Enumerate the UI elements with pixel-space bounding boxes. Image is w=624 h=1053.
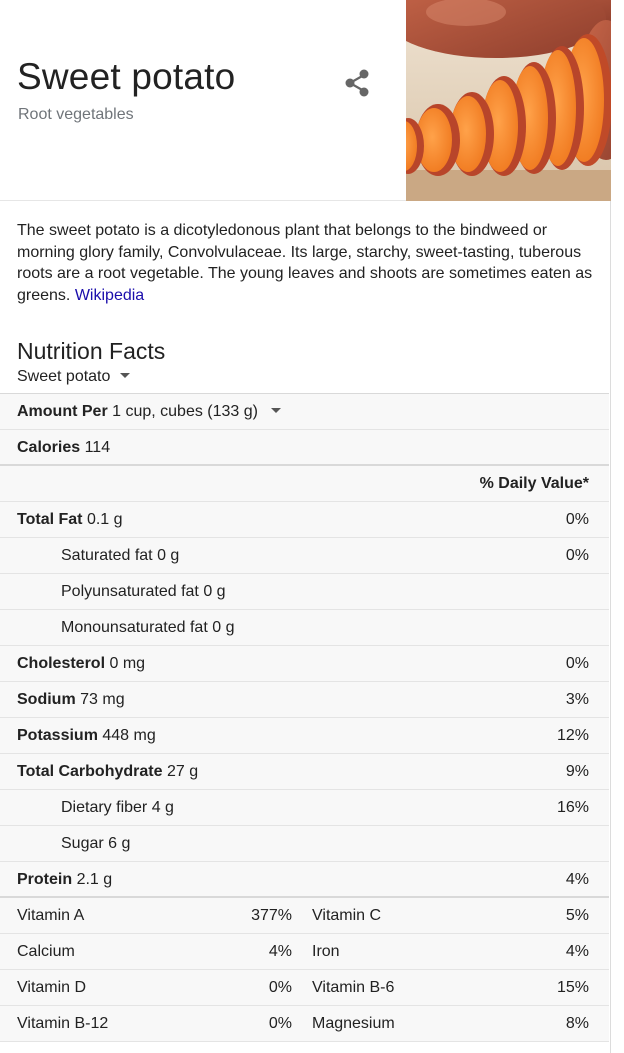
table-row: Monounsaturated fat 0 g: [0, 610, 609, 646]
vitamin-name: Vitamin D: [17, 979, 87, 996]
nutrition-facts-title: Nutrition Facts: [17, 338, 166, 364]
vitamin-name: Magnesium: [312, 1015, 395, 1032]
nutrient-label: Polyunsaturated fat: [61, 583, 199, 600]
nutrient-pct: 12%: [556, 727, 589, 744]
table-row: Cholesterol 0 mg 0%: [0, 646, 609, 682]
nutrition-table: Amount Per 1 cup, cubes (133 g) Calories…: [0, 393, 609, 1042]
share-icon: [345, 69, 369, 97]
share-button[interactable]: [340, 66, 376, 100]
food-select-value: Sweet potato: [17, 368, 111, 385]
nutrient-pct: 4%: [565, 871, 589, 888]
description-text: The sweet potato is a dicotyledonous pla…: [17, 222, 593, 304]
vitamin-pct: 4%: [565, 943, 589, 960]
amount-value: 1 cup, cubes (133 g): [112, 403, 258, 420]
nutrient-label: Saturated fat: [61, 547, 153, 564]
vitamin-name: Vitamin C: [312, 907, 382, 924]
description: The sweet potato is a dicotyledonous pla…: [17, 220, 597, 306]
vitamin-pct: 4%: [268, 943, 292, 960]
nutrient-label: Cholesterol: [17, 655, 106, 672]
vitamin-row: Vitamin A 377% Vitamin C 5%: [0, 898, 609, 934]
nutrient-value: 2.1 g: [76, 871, 113, 888]
calories-row: Calories 114: [0, 430, 609, 466]
table-row: Protein 2.1 g 4%: [0, 862, 609, 898]
nutrient-pct: 0%: [565, 511, 589, 528]
vitamin-pct: 377%: [251, 907, 292, 924]
nutrient-value: 6 g: [108, 835, 131, 852]
vitamin-pct: 0%: [268, 1015, 292, 1032]
table-row: Potassium 448 mg 12%: [0, 718, 609, 754]
vitamin-row: Calcium 4% Iron 4%: [0, 934, 609, 970]
nutrient-label: Total Fat: [17, 511, 83, 528]
nutrient-label: Sodium: [17, 691, 76, 708]
vitamin-name: Vitamin B-12: [17, 1015, 109, 1032]
amount-label: Amount Per: [17, 403, 108, 420]
vitamin-pct: 0%: [268, 979, 292, 996]
nutrient-pct: 9%: [565, 763, 589, 780]
amount-label-group: Amount Per 1 cup, cubes (133 g): [17, 394, 281, 430]
nutrient-label: Dietary fiber: [61, 799, 148, 816]
nutrient-value: 0 g: [157, 547, 180, 564]
daily-value-header: % Daily Value*: [479, 475, 589, 492]
nutrient-value: 0 g: [203, 583, 226, 600]
nutrient-pct: 0%: [565, 655, 589, 672]
nutrient-pct: 0%: [565, 547, 589, 564]
table-row: Polyunsaturated fat 0 g: [0, 574, 609, 610]
nutrient-label: Potassium: [17, 727, 98, 744]
nutrient-value: 0 g: [212, 619, 235, 636]
chevron-down-icon: [271, 408, 281, 414]
nutrient-value: 27 g: [166, 763, 199, 780]
nutrient-value: 0.1 g: [86, 511, 123, 528]
nutrient-value: 0 mg: [109, 655, 146, 672]
nutrient-label: Monounsaturated fat: [61, 619, 208, 636]
vitamin-pct: 15%: [556, 979, 589, 996]
nutrient-label: Total Carbohydrate: [17, 763, 163, 780]
wikipedia-link[interactable]: Wikipedia: [74, 286, 145, 304]
nutrient-label: Protein: [17, 871, 73, 888]
table-row: Sugar 6 g: [0, 826, 609, 862]
calories-value: 114: [84, 439, 111, 456]
page-subtitle: Root vegetables: [18, 106, 134, 123]
vitamin-name: Calcium: [17, 943, 75, 960]
table-row: Total Carbohydrate 27 g 9%: [0, 754, 609, 790]
serving-size-select[interactable]: Amount Per 1 cup, cubes (133 g): [0, 394, 609, 430]
nutrient-pct: 3%: [565, 691, 589, 708]
vitamin-name: Iron: [312, 943, 340, 960]
table-row: Total Fat 0.1 g 0%: [0, 502, 609, 538]
vitamin-row: Vitamin D 0% Vitamin B-6 15%: [0, 970, 609, 1006]
knowledge-panel: Sweet potato Root vegetables: [0, 0, 611, 1053]
nutrient-value: 4 g: [151, 799, 174, 816]
food-select[interactable]: Sweet potato: [17, 368, 131, 386]
table-row: Dietary fiber 4 g 16%: [0, 790, 609, 826]
nutrient-value: 448 mg: [102, 727, 156, 744]
vitamin-row: Vitamin B-12 0% Magnesium 8%: [0, 1006, 609, 1042]
vitamin-name: Vitamin B-6: [312, 979, 395, 996]
calories-label: Calories: [17, 439, 81, 456]
chevron-down-icon: [120, 373, 131, 379]
nutrient-label: Sugar: [61, 835, 104, 852]
table-row: Sodium 73 mg 3%: [0, 682, 609, 718]
page-title: Sweet potato: [17, 56, 236, 97]
daily-value-header-row: % Daily Value*: [0, 466, 609, 502]
vitamin-pct: 5%: [565, 907, 589, 924]
table-row: Saturated fat 0 g 0%: [0, 538, 609, 574]
vitamin-pct: 8%: [565, 1015, 589, 1032]
nutrient-value: 73 mg: [80, 691, 125, 708]
sweet-potato-photo[interactable]: [406, 0, 611, 201]
panel-header: Sweet potato Root vegetables: [0, 0, 611, 201]
vitamin-name: Vitamin A: [17, 907, 85, 924]
nutrient-pct: 16%: [556, 799, 589, 816]
